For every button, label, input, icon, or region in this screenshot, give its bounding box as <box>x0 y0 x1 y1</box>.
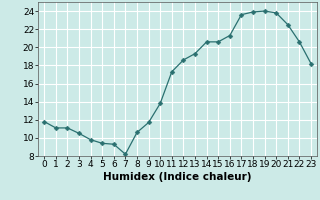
X-axis label: Humidex (Indice chaleur): Humidex (Indice chaleur) <box>103 172 252 182</box>
